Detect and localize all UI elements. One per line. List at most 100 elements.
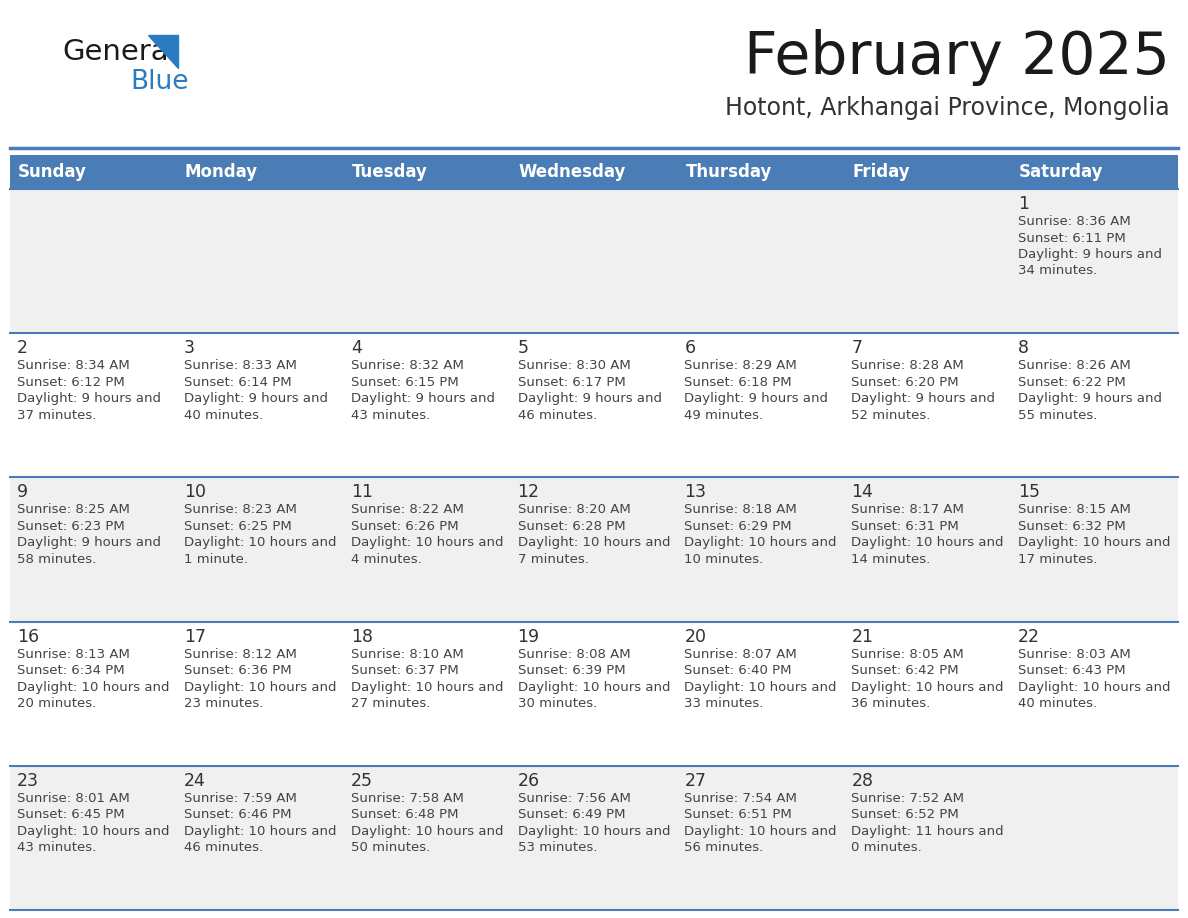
Text: Sunrise: 8:05 AM: Sunrise: 8:05 AM	[852, 647, 963, 661]
Bar	[10, 333, 177, 477]
Text: Daylight: 9 hours and: Daylight: 9 hours and	[17, 392, 162, 405]
Bar	[677, 189, 845, 333]
Text: Daylight: 10 hours and: Daylight: 10 hours and	[1018, 680, 1170, 694]
Text: Daylight: 10 hours and: Daylight: 10 hours and	[184, 824, 336, 838]
Bar	[511, 766, 677, 910]
Text: 43 minutes.: 43 minutes.	[350, 409, 430, 421]
Text: February 2025: February 2025	[744, 29, 1170, 86]
Text: 8: 8	[1018, 339, 1029, 357]
Text: Sunrise: 8:29 AM: Sunrise: 8:29 AM	[684, 359, 797, 372]
Text: Sunset: 6:29 PM: Sunset: 6:29 PM	[684, 520, 792, 533]
Text: Daylight: 10 hours and: Daylight: 10 hours and	[684, 680, 836, 694]
Text: 4: 4	[350, 339, 361, 357]
Text: 26: 26	[518, 772, 539, 789]
Bar	[10, 155, 177, 189]
Text: Sunset: 6:23 PM: Sunset: 6:23 PM	[17, 520, 125, 533]
Bar	[511, 333, 677, 477]
Text: Sunrise: 8:13 AM: Sunrise: 8:13 AM	[17, 647, 129, 661]
Text: 1 minute.: 1 minute.	[184, 553, 248, 565]
Text: Sunrise: 8:34 AM: Sunrise: 8:34 AM	[17, 359, 129, 372]
Text: Sunset: 6:31 PM: Sunset: 6:31 PM	[852, 520, 959, 533]
Text: 34 minutes.: 34 minutes.	[1018, 264, 1098, 277]
Text: Daylight: 9 hours and: Daylight: 9 hours and	[1018, 392, 1162, 405]
Text: Sunset: 6:25 PM: Sunset: 6:25 PM	[184, 520, 291, 533]
Bar	[343, 189, 511, 333]
Text: 25: 25	[350, 772, 373, 789]
Bar	[1011, 189, 1178, 333]
Text: Sunrise: 8:22 AM: Sunrise: 8:22 AM	[350, 503, 463, 517]
Text: 17: 17	[184, 628, 206, 645]
Text: Sunset: 6:20 PM: Sunset: 6:20 PM	[852, 375, 959, 388]
Text: Daylight: 10 hours and: Daylight: 10 hours and	[184, 680, 336, 694]
Text: 50 minutes.: 50 minutes.	[350, 841, 430, 855]
Text: Sunset: 6:45 PM: Sunset: 6:45 PM	[17, 809, 125, 822]
Text: Sunset: 6:37 PM: Sunset: 6:37 PM	[350, 664, 459, 677]
Bar	[343, 333, 511, 477]
Text: Sunset: 6:12 PM: Sunset: 6:12 PM	[17, 375, 125, 388]
Text: Daylight: 10 hours and: Daylight: 10 hours and	[184, 536, 336, 549]
Text: 40 minutes.: 40 minutes.	[1018, 697, 1098, 711]
Text: 14 minutes.: 14 minutes.	[852, 553, 930, 565]
Bar	[1011, 333, 1178, 477]
Bar	[845, 766, 1011, 910]
Text: Sunrise: 8:07 AM: Sunrise: 8:07 AM	[684, 647, 797, 661]
Bar	[511, 189, 677, 333]
Bar	[677, 477, 845, 621]
Text: 7 minutes.: 7 minutes.	[518, 553, 588, 565]
Text: Daylight: 10 hours and: Daylight: 10 hours and	[518, 824, 670, 838]
Text: 36 minutes.: 36 minutes.	[852, 697, 930, 711]
Text: Sunrise: 8:32 AM: Sunrise: 8:32 AM	[350, 359, 463, 372]
Text: 13: 13	[684, 484, 707, 501]
Text: 56 minutes.: 56 minutes.	[684, 841, 764, 855]
Text: Sunrise: 8:23 AM: Sunrise: 8:23 AM	[184, 503, 297, 517]
Text: 11: 11	[350, 484, 373, 501]
Text: 22: 22	[1018, 628, 1041, 645]
Text: Daylight: 10 hours and: Daylight: 10 hours and	[518, 536, 670, 549]
Bar	[343, 155, 511, 189]
Bar	[677, 766, 845, 910]
Text: 17 minutes.: 17 minutes.	[1018, 553, 1098, 565]
Bar	[177, 766, 343, 910]
Text: 52 minutes.: 52 minutes.	[852, 409, 930, 421]
Text: 5: 5	[518, 339, 529, 357]
Text: 14: 14	[852, 484, 873, 501]
Text: Sunset: 6:43 PM: Sunset: 6:43 PM	[1018, 664, 1126, 677]
Text: Daylight: 9 hours and: Daylight: 9 hours and	[1018, 248, 1162, 261]
Text: Sunset: 6:51 PM: Sunset: 6:51 PM	[684, 809, 792, 822]
Text: 58 minutes.: 58 minutes.	[17, 553, 96, 565]
Bar	[177, 155, 343, 189]
Bar	[677, 333, 845, 477]
Text: Daylight: 10 hours and: Daylight: 10 hours and	[350, 680, 504, 694]
Text: Wednesday: Wednesday	[519, 163, 626, 181]
Text: Daylight: 9 hours and: Daylight: 9 hours and	[184, 392, 328, 405]
Bar	[1011, 477, 1178, 621]
Text: Sunrise: 7:59 AM: Sunrise: 7:59 AM	[184, 792, 297, 805]
Text: 40 minutes.: 40 minutes.	[184, 409, 263, 421]
Text: Sunset: 6:22 PM: Sunset: 6:22 PM	[1018, 375, 1126, 388]
Text: Sunset: 6:17 PM: Sunset: 6:17 PM	[518, 375, 625, 388]
Text: Sunset: 6:52 PM: Sunset: 6:52 PM	[852, 809, 959, 822]
Text: Daylight: 9 hours and: Daylight: 9 hours and	[684, 392, 828, 405]
Polygon shape	[148, 35, 178, 68]
Text: Sunrise: 8:03 AM: Sunrise: 8:03 AM	[1018, 647, 1131, 661]
Text: Sunrise: 8:15 AM: Sunrise: 8:15 AM	[1018, 503, 1131, 517]
Text: Sunset: 6:15 PM: Sunset: 6:15 PM	[350, 375, 459, 388]
Text: General: General	[62, 38, 177, 66]
Text: 33 minutes.: 33 minutes.	[684, 697, 764, 711]
Text: Daylight: 9 hours and: Daylight: 9 hours and	[852, 392, 996, 405]
Text: 12: 12	[518, 484, 539, 501]
Text: 2: 2	[17, 339, 29, 357]
Text: Sunset: 6:46 PM: Sunset: 6:46 PM	[184, 809, 291, 822]
Text: 23 minutes.: 23 minutes.	[184, 697, 264, 711]
Text: Sunset: 6:14 PM: Sunset: 6:14 PM	[184, 375, 291, 388]
Text: Hotont, Arkhangai Province, Mongolia: Hotont, Arkhangai Province, Mongolia	[726, 96, 1170, 120]
Text: Daylight: 10 hours and: Daylight: 10 hours and	[350, 824, 504, 838]
Bar	[10, 766, 177, 910]
Text: Sunrise: 7:56 AM: Sunrise: 7:56 AM	[518, 792, 631, 805]
Text: 3: 3	[184, 339, 195, 357]
Text: 18: 18	[350, 628, 373, 645]
Text: Daylight: 9 hours and: Daylight: 9 hours and	[518, 392, 662, 405]
Text: Daylight: 10 hours and: Daylight: 10 hours and	[684, 824, 836, 838]
Text: 0 minutes.: 0 minutes.	[852, 841, 922, 855]
Text: Saturday: Saturday	[1019, 163, 1104, 181]
